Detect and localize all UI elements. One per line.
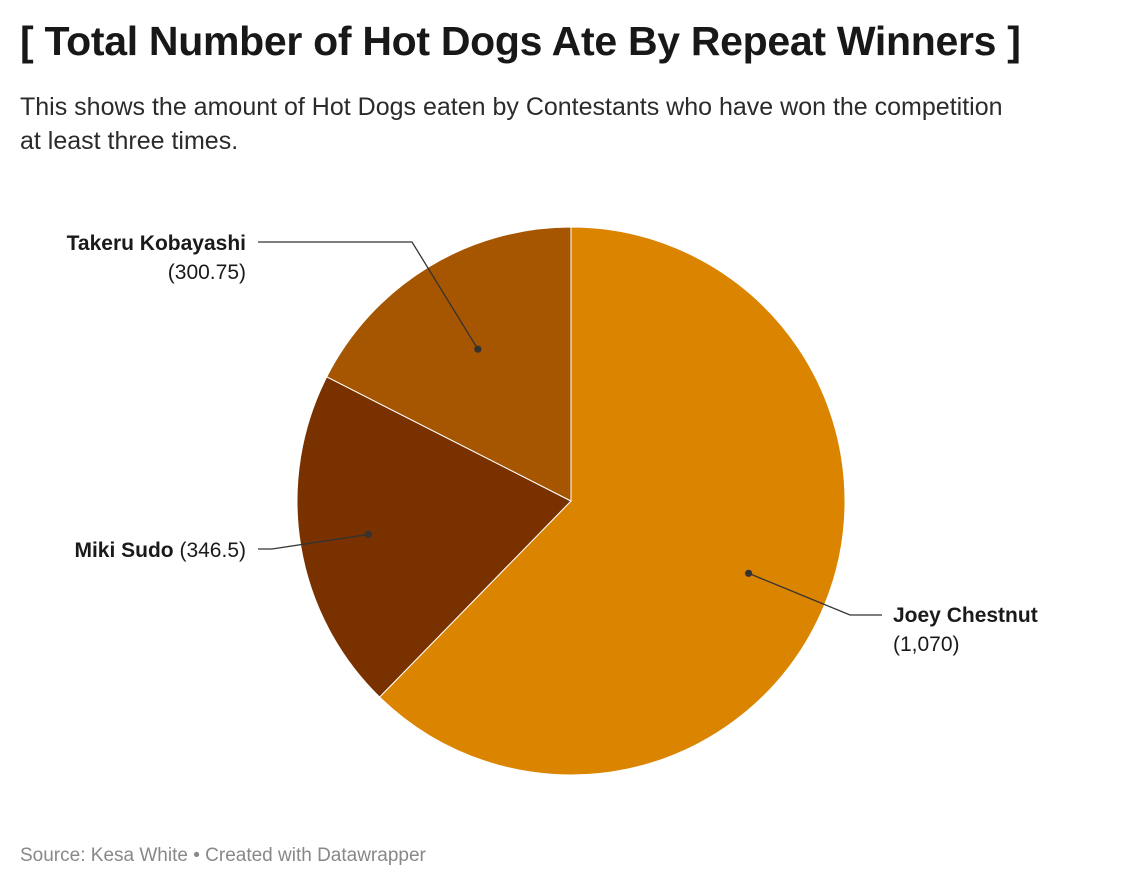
- leader-line-joey-chestnut: [748, 572, 882, 616]
- chart-footer: Source: Kesa White • Created with Datawr…: [20, 845, 426, 867]
- pie-labels: Joey Chestnut (1,070) Miki Sudo (346.5) Tak…: [67, 232, 1038, 656]
- slice-value-takeru-kobayashi: (300.75): [168, 261, 246, 284]
- slice-name-joey-chestnut: Joey Chestnut: [893, 604, 1038, 627]
- pie-slice-miki-sudo[interactable]: [296, 376, 572, 698]
- slice-label-miki-sudo: Miki Sudo (346.5): [74, 539, 246, 562]
- slice-value-miki-sudo: (346.5): [174, 539, 246, 562]
- slice-label-takeru-kobayashi: Takeru Kobayashi: [67, 232, 246, 255]
- leader-dot-joey-chestnut: [745, 569, 753, 577]
- slice-value-joey-chestnut: (1,070): [893, 633, 960, 656]
- datawrapper-credit[interactable]: Created with Datawrapper: [205, 845, 426, 866]
- source-label: Source:: [20, 845, 86, 866]
- slice-label-takeru-kobayashi: (300.75): [168, 261, 246, 284]
- footer-separator: •: [193, 845, 200, 866]
- leader-line-miki-sudo: [258, 533, 369, 550]
- chart-title: [ Total Number of Hot Dogs Ate By Repeat…: [20, 18, 1021, 64]
- slice-label-joey-chestnut: (1,070): [893, 633, 960, 656]
- chart-subtitle: This shows the amount of Hot Dogs eaten …: [20, 93, 1003, 155]
- slice-label-joey-chestnut: Joey Chestnut: [893, 604, 1038, 627]
- source-name: Kesa White: [90, 845, 188, 866]
- leader-line-takeru-kobayashi: [258, 241, 479, 350]
- leader-dot-miki-sudo: [364, 530, 372, 539]
- slice-name-takeru-kobayashi: Takeru Kobayashi: [67, 232, 246, 255]
- leader-dot-takeru-kobayashi: [474, 345, 482, 353]
- slice-name-miki-sudo: Miki Sudo: [74, 539, 173, 562]
- pie-slices: [296, 226, 846, 776]
